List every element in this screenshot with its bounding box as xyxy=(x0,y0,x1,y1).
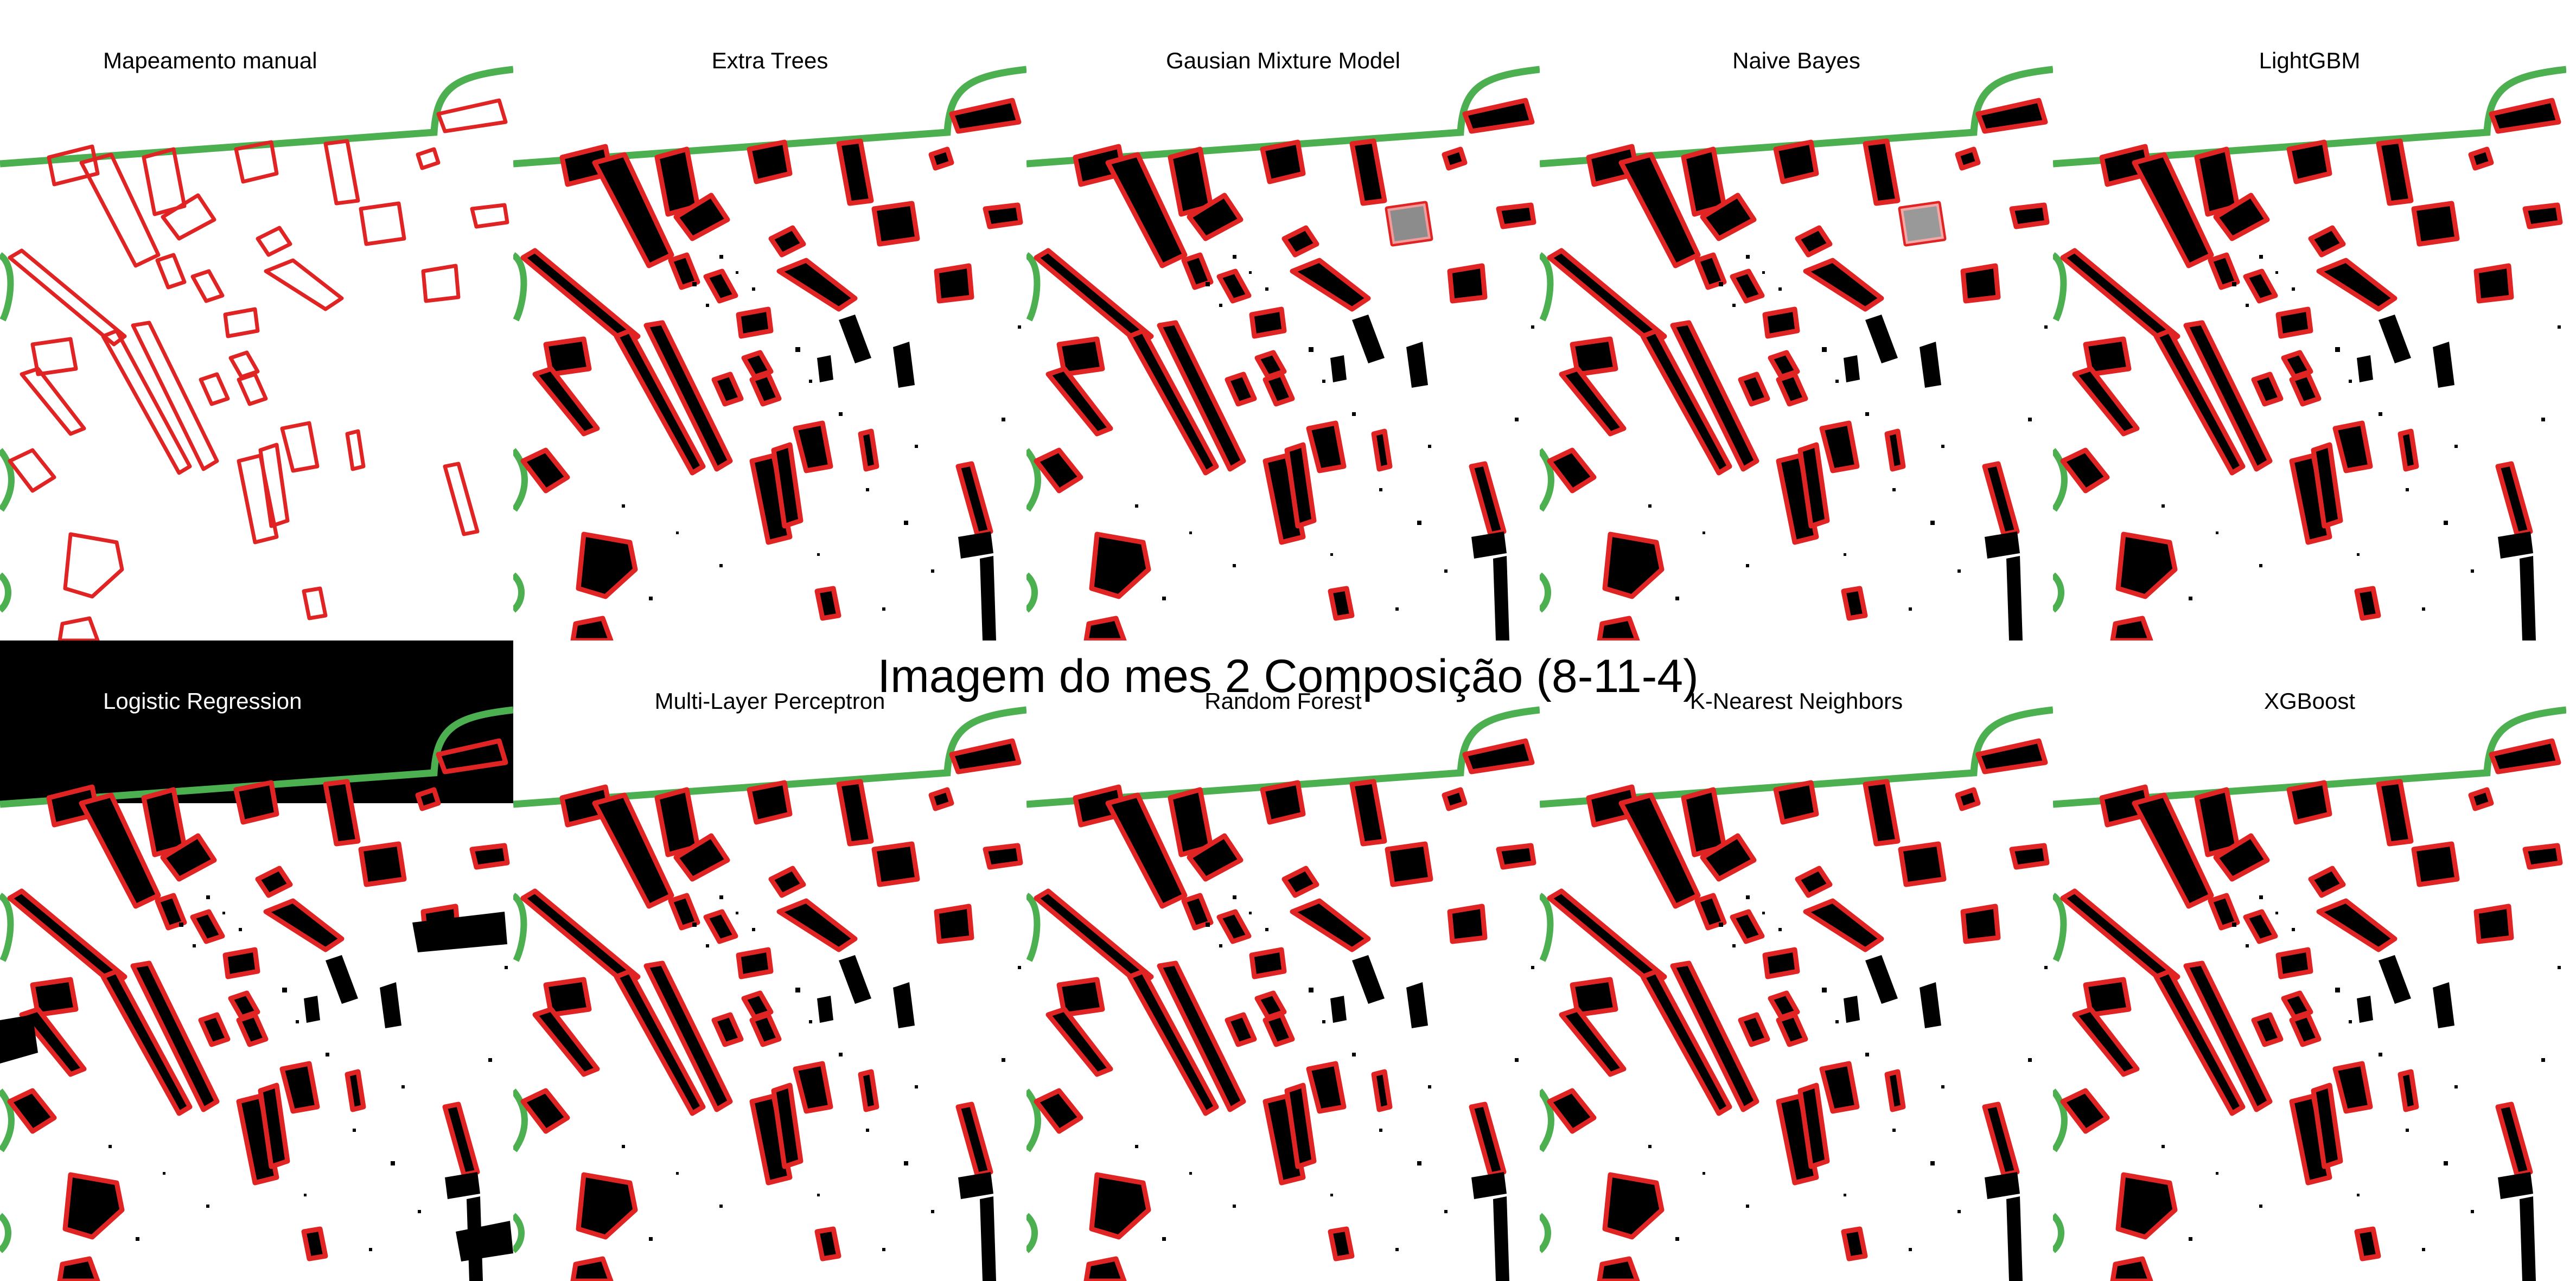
map-logistic-regression xyxy=(0,640,513,1281)
panel-title: K-Nearest Neighbors xyxy=(1689,688,1903,714)
map-k-nearest-neighbors xyxy=(1540,640,2053,1281)
map-xgboost xyxy=(2053,640,2566,1281)
panel-logistic-regression: Logistic Regression xyxy=(0,640,513,1281)
panel-random-forest: Random Forest xyxy=(1026,640,1540,1281)
panel-title: Logistic Regression xyxy=(103,688,302,714)
panel-title: Random Forest xyxy=(1204,688,1362,714)
panel-title: Naive Bayes xyxy=(1732,48,1860,73)
panel-extra-trees: Extra Trees xyxy=(513,0,1026,640)
panel-title: Mapeamento manual xyxy=(103,48,317,73)
map-lightgbm xyxy=(2053,0,2566,640)
map-extra-trees xyxy=(513,0,1026,640)
map-random-forest xyxy=(1026,640,1540,1281)
panel-manual-mapping: Mapeamento manual xyxy=(0,0,513,640)
panel-lightgbm: LightGBM xyxy=(2053,0,2566,640)
map-manual-mapping xyxy=(0,0,513,640)
map-naive-bayes xyxy=(1540,0,2053,640)
panel-title: XGBoost xyxy=(2263,688,2356,714)
panel-title: Extra Trees xyxy=(711,48,828,73)
panel-multi-layer-perceptron: Multi-Layer Perceptron xyxy=(513,640,1026,1281)
panel-title: Multi-Layer Perceptron xyxy=(654,688,885,714)
panel-title: LightGBM xyxy=(2259,48,2361,73)
panel-naive-bayes: Naive Bayes xyxy=(1540,0,2053,640)
panel-k-nearest-neighbors: K-Nearest Neighbors xyxy=(1540,640,2053,1281)
panel-title: Gausian Mixture Model xyxy=(1166,48,1400,73)
map-multi-layer-perceptron xyxy=(513,640,1026,1281)
map-gausian-mixture-model xyxy=(1026,0,1540,640)
panel-gausian-mixture-model: Gausian Mixture Model xyxy=(1026,0,1540,640)
panel-xgboost: XGBoost xyxy=(2053,640,2566,1281)
figure-title: Imagem do mes 2 Composição (8-11-4) xyxy=(877,650,1699,702)
